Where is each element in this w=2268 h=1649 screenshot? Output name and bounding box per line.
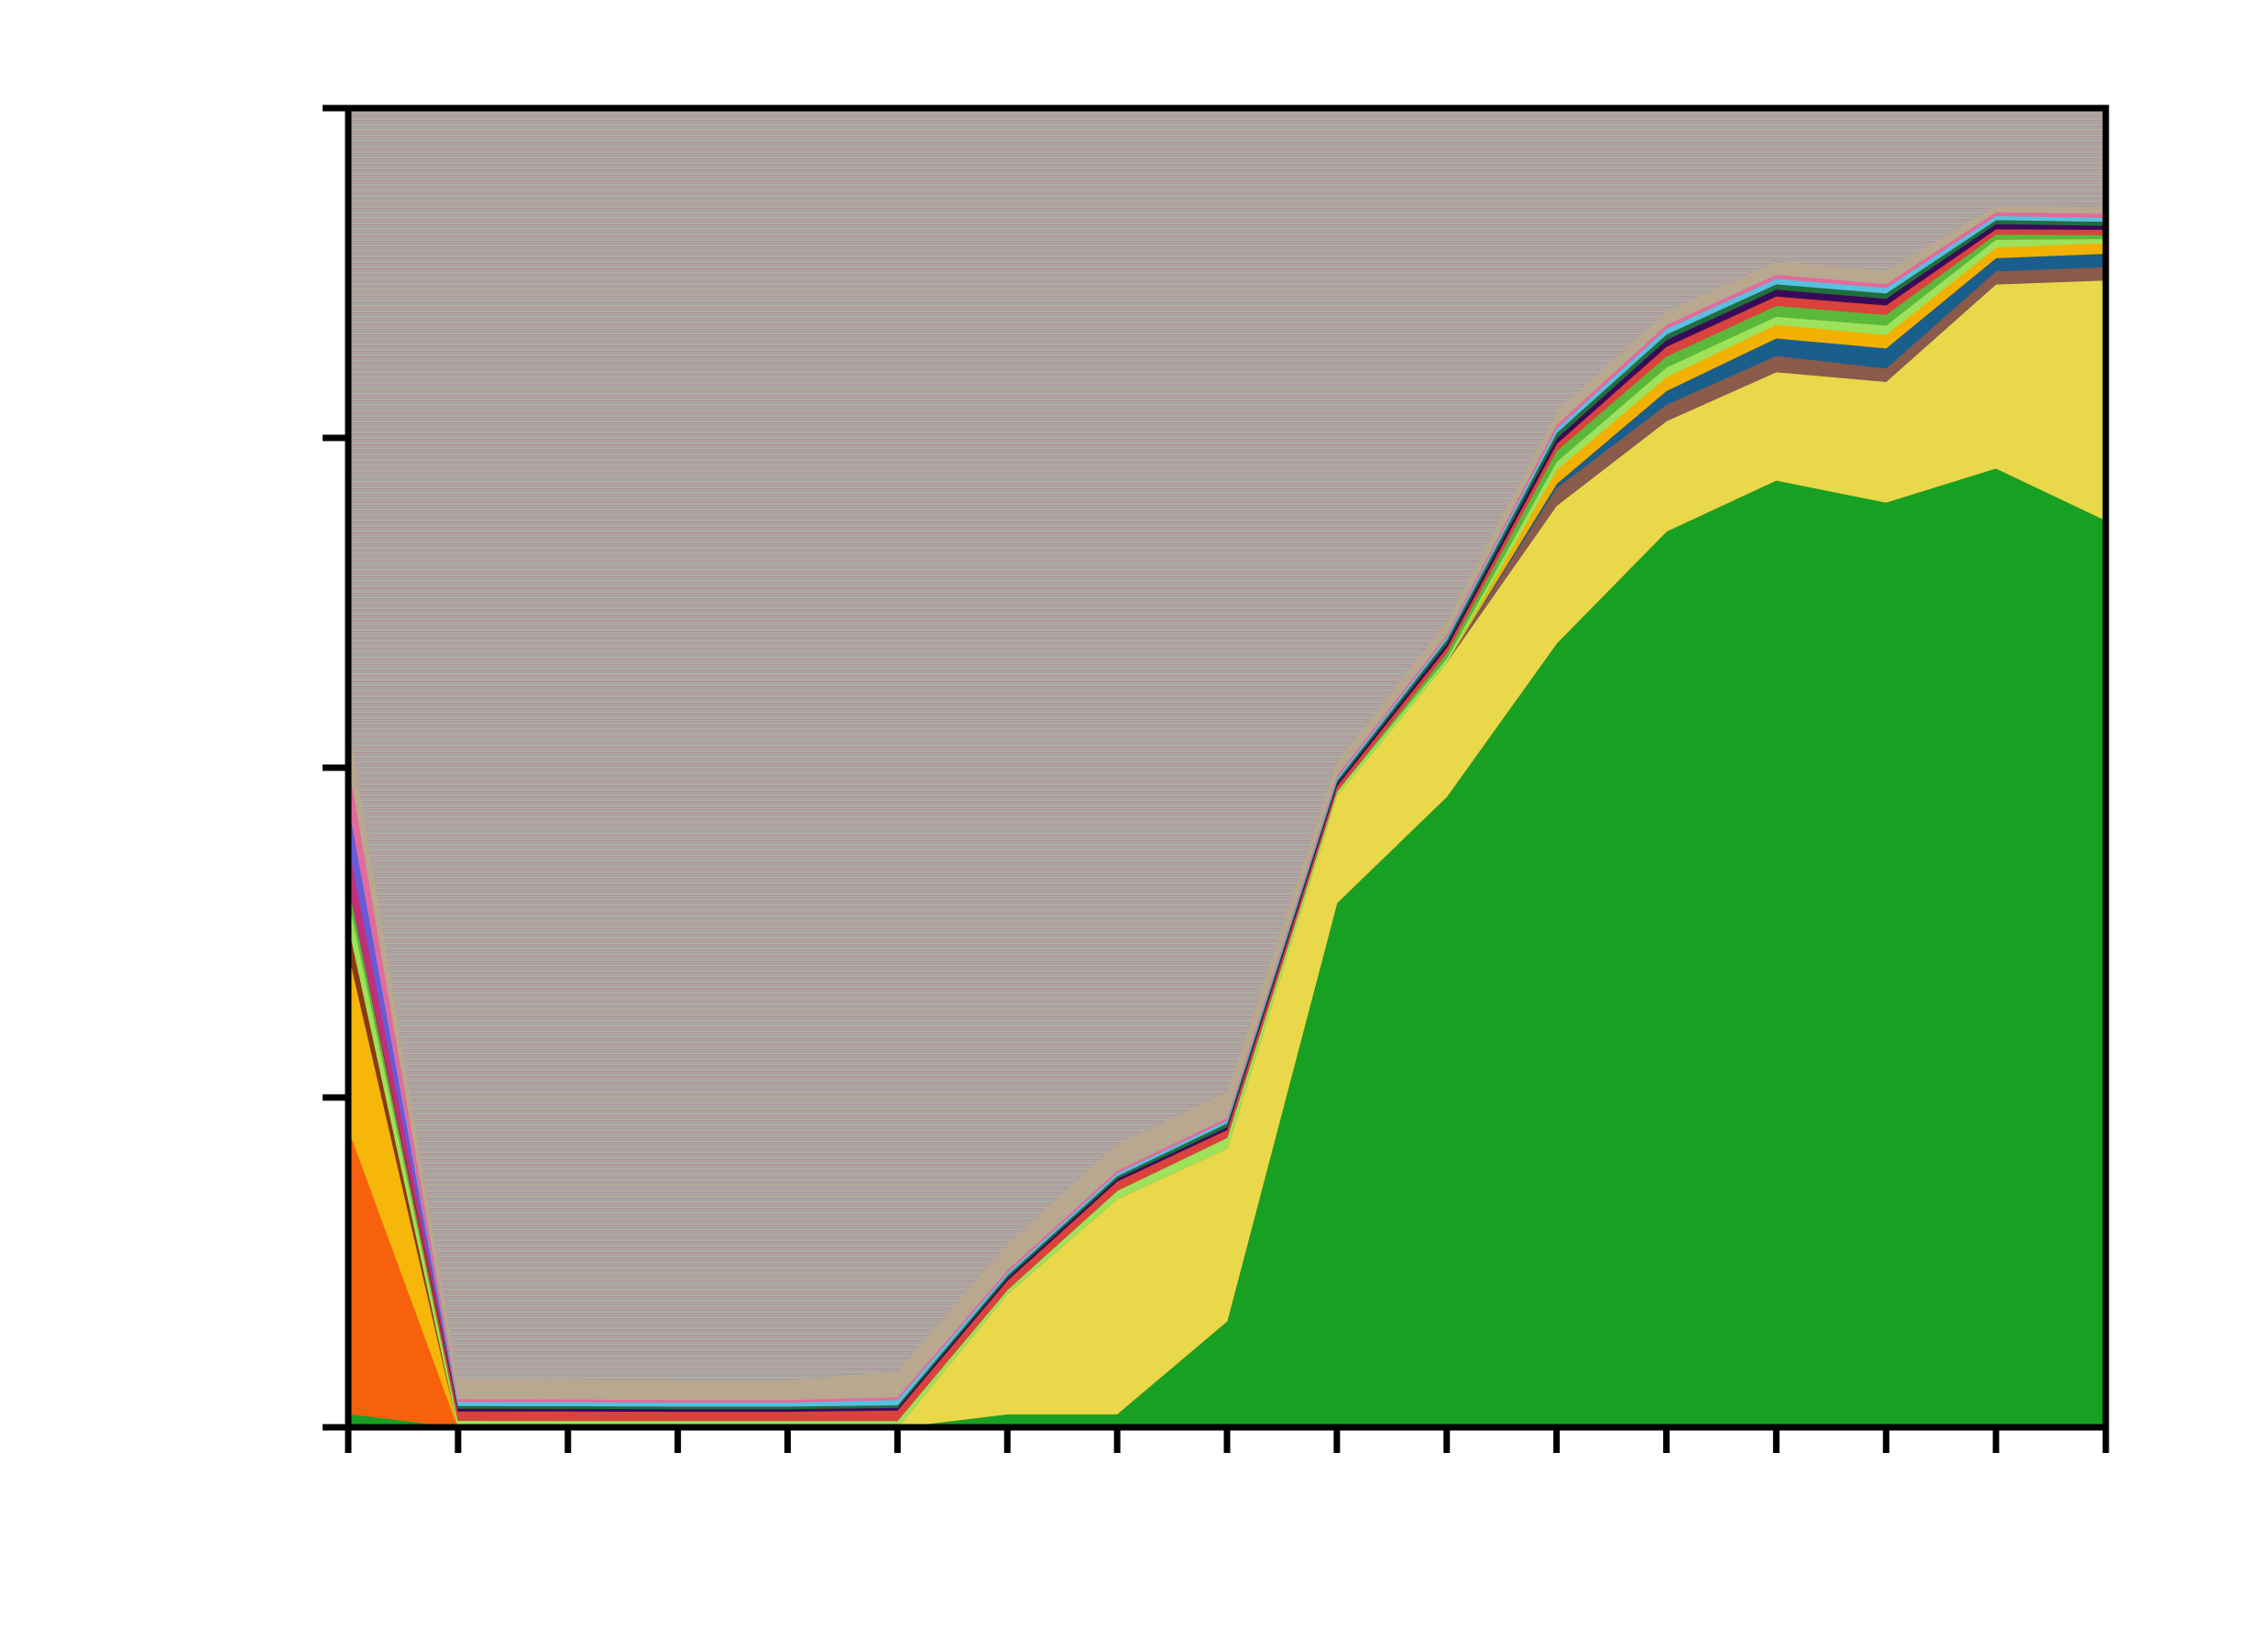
- axes-group: [323, 104, 2109, 1453]
- area-series-texture: [348, 108, 2106, 1381]
- texture-overlay: [348, 108, 2106, 1381]
